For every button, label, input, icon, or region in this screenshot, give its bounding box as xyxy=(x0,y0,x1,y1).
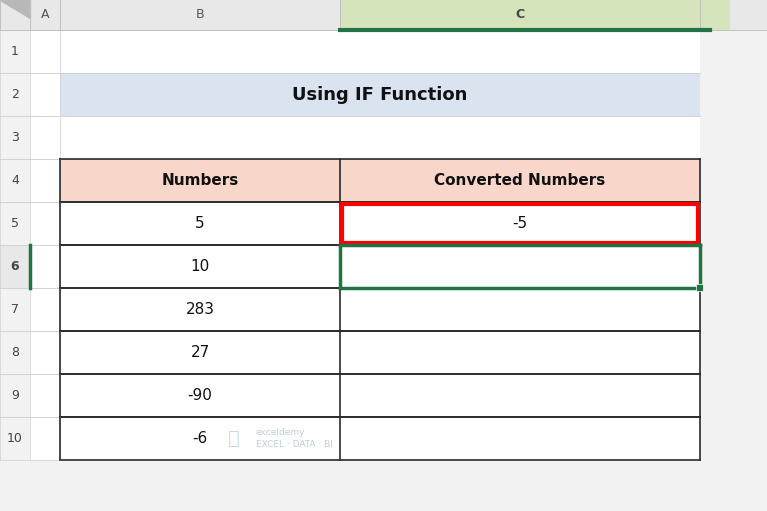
Text: -5: -5 xyxy=(512,216,528,231)
Text: C: C xyxy=(515,9,525,21)
Bar xyxy=(60,116,340,159)
Text: 7: 7 xyxy=(11,303,19,316)
Bar xyxy=(0,0,767,30)
Bar xyxy=(30,159,60,202)
Text: ⛨: ⛨ xyxy=(228,429,239,448)
Bar xyxy=(0,30,30,73)
Text: 8: 8 xyxy=(11,346,19,359)
Bar xyxy=(60,202,340,245)
Text: 27: 27 xyxy=(190,345,209,360)
Text: Converted Numbers: Converted Numbers xyxy=(434,173,606,188)
Text: -90: -90 xyxy=(188,388,212,403)
Text: 5: 5 xyxy=(195,216,205,231)
Bar xyxy=(60,417,340,460)
Bar xyxy=(30,245,60,288)
Bar xyxy=(60,159,340,202)
Bar xyxy=(342,204,698,243)
Text: -6: -6 xyxy=(193,431,208,446)
Bar xyxy=(696,285,703,291)
Text: A: A xyxy=(41,9,49,21)
Bar xyxy=(0,202,30,245)
Bar xyxy=(0,245,30,288)
Bar xyxy=(30,288,60,331)
Text: Using IF Function: Using IF Function xyxy=(292,85,468,104)
Bar xyxy=(30,116,60,159)
Bar xyxy=(340,73,700,116)
Bar xyxy=(30,417,60,460)
Bar xyxy=(30,374,60,417)
Text: 3: 3 xyxy=(11,131,19,144)
Bar xyxy=(0,417,30,460)
Bar xyxy=(60,73,340,116)
Text: 1: 1 xyxy=(11,45,19,58)
Bar xyxy=(30,202,60,245)
Text: 6: 6 xyxy=(11,260,19,273)
Bar xyxy=(340,288,700,331)
Bar xyxy=(30,30,60,73)
Bar xyxy=(60,245,340,288)
Text: 10: 10 xyxy=(190,259,209,274)
Bar xyxy=(0,374,30,417)
Text: 2: 2 xyxy=(11,88,19,101)
Text: 10: 10 xyxy=(7,432,23,445)
Bar xyxy=(340,202,700,245)
Bar xyxy=(60,374,340,417)
Bar xyxy=(0,73,30,116)
Bar xyxy=(30,331,60,374)
Bar xyxy=(340,116,700,159)
Bar xyxy=(60,288,340,331)
Text: exceldemy
EXCEL · DATA · BI: exceldemy EXCEL · DATA · BI xyxy=(255,428,332,449)
Text: 283: 283 xyxy=(186,302,215,317)
Bar xyxy=(340,331,700,374)
Polygon shape xyxy=(0,0,30,18)
Bar xyxy=(340,245,700,288)
Bar xyxy=(0,116,30,159)
Bar xyxy=(0,159,30,202)
Bar xyxy=(0,331,30,374)
Bar xyxy=(340,417,700,460)
Text: B: B xyxy=(196,9,204,21)
Bar xyxy=(340,374,700,417)
Text: 5: 5 xyxy=(11,217,19,230)
Text: 9: 9 xyxy=(11,389,19,402)
Bar xyxy=(340,30,700,73)
Bar xyxy=(340,159,700,202)
Text: Numbers: Numbers xyxy=(161,173,239,188)
Bar xyxy=(0,288,30,331)
Bar xyxy=(60,331,340,374)
Bar xyxy=(30,73,60,116)
Bar xyxy=(340,0,730,30)
Text: 4: 4 xyxy=(11,174,19,187)
Bar xyxy=(60,30,340,73)
